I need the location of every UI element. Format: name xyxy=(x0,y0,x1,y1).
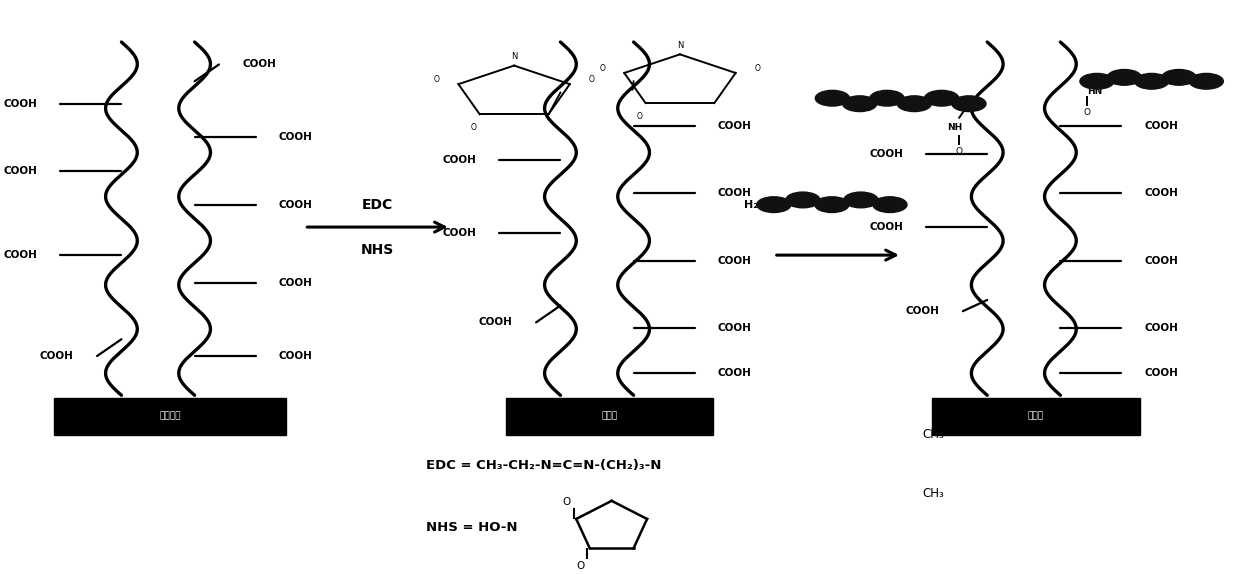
Text: COOH: COOH xyxy=(869,149,903,159)
Text: COOH: COOH xyxy=(4,166,37,176)
Text: NHS: NHS xyxy=(361,242,394,257)
Circle shape xyxy=(873,197,906,212)
Text: COOH: COOH xyxy=(40,351,73,361)
Circle shape xyxy=(1080,73,1114,89)
Circle shape xyxy=(756,197,791,212)
Text: O: O xyxy=(599,64,605,73)
Text: COOH: COOH xyxy=(718,323,751,333)
Circle shape xyxy=(1107,69,1141,85)
Text: O: O xyxy=(575,561,584,571)
Text: COOH: COOH xyxy=(869,222,903,232)
Text: EDC = CH₃-CH₂-N=C=N-(CH₂)₃-N: EDC = CH₃-CH₂-N=C=N-(CH₂)₃-N xyxy=(427,459,662,472)
Circle shape xyxy=(1189,73,1224,89)
Text: COOH: COOH xyxy=(1145,368,1178,378)
Circle shape xyxy=(843,96,877,111)
Circle shape xyxy=(786,192,820,208)
Circle shape xyxy=(925,90,959,106)
Text: NH: NH xyxy=(946,123,962,133)
Text: O: O xyxy=(956,148,962,157)
Bar xyxy=(506,398,713,435)
Circle shape xyxy=(1135,73,1168,89)
Bar xyxy=(55,398,286,435)
Text: COOH: COOH xyxy=(279,351,312,361)
Text: 性硅胶: 性硅胶 xyxy=(601,412,618,421)
Text: O: O xyxy=(636,112,642,121)
Circle shape xyxy=(815,197,849,212)
Text: COOH: COOH xyxy=(443,228,476,238)
Text: COOH: COOH xyxy=(4,250,37,260)
Circle shape xyxy=(870,90,904,106)
Circle shape xyxy=(815,90,849,106)
Text: COOH: COOH xyxy=(443,155,476,165)
Text: O: O xyxy=(755,64,760,73)
Text: O: O xyxy=(563,497,570,507)
Text: O: O xyxy=(471,123,476,132)
Text: COOH: COOH xyxy=(718,368,751,378)
Text: COOH: COOH xyxy=(718,188,751,199)
Text: COOH: COOH xyxy=(279,200,312,210)
Text: COOH: COOH xyxy=(1145,323,1178,333)
Text: NHS = HO-N: NHS = HO-N xyxy=(427,521,518,534)
Text: COOH: COOH xyxy=(279,278,312,288)
Text: EDC: EDC xyxy=(362,197,393,212)
Text: N: N xyxy=(511,52,517,61)
Text: HN: HN xyxy=(1087,87,1102,96)
Text: COOH: COOH xyxy=(479,317,513,327)
Text: O: O xyxy=(434,75,439,84)
Text: COOH: COOH xyxy=(242,60,277,69)
Text: 氨性硅胶: 氨性硅胶 xyxy=(160,412,181,421)
Text: COOH: COOH xyxy=(279,133,312,142)
Text: H₂N: H₂N xyxy=(744,200,768,210)
Text: COOH: COOH xyxy=(905,306,940,316)
Circle shape xyxy=(952,96,986,111)
Text: COOH: COOH xyxy=(1145,188,1178,199)
Text: N: N xyxy=(677,41,683,50)
Text: O: O xyxy=(589,75,595,84)
Text: 性硅胶: 性硅胶 xyxy=(1028,412,1044,421)
Text: COOH: COOH xyxy=(718,255,751,266)
Text: COOH: COOH xyxy=(1145,255,1178,266)
Bar xyxy=(932,398,1140,435)
Circle shape xyxy=(1162,69,1197,85)
Text: O: O xyxy=(1084,108,1091,117)
Text: COOH: COOH xyxy=(4,99,37,108)
Text: COOH: COOH xyxy=(718,121,751,131)
Circle shape xyxy=(844,192,878,208)
Text: CH₃: CH₃ xyxy=(923,487,945,500)
Text: COOH: COOH xyxy=(1145,121,1178,131)
Text: CH₃: CH₃ xyxy=(923,428,945,441)
Circle shape xyxy=(898,96,931,111)
